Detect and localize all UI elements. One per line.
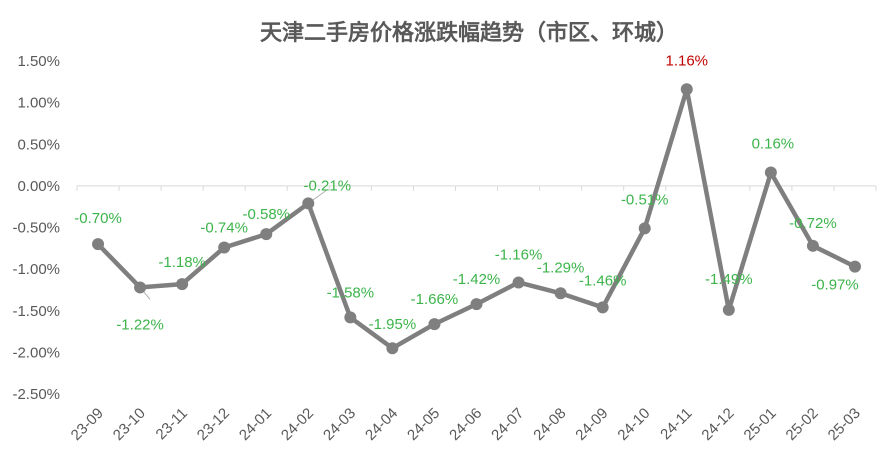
x-tick-label: 24-06 — [446, 405, 485, 444]
data-label: -0.72% — [789, 215, 837, 232]
data-label: -1.18% — [158, 254, 206, 271]
data-label: -0.21% — [304, 177, 352, 194]
data-point — [302, 197, 315, 210]
data-point — [218, 241, 231, 254]
data-point — [848, 260, 861, 273]
y-tick-label: -2.50% — [12, 386, 60, 403]
x-tick-label: 24-08 — [530, 405, 569, 444]
data-point — [260, 228, 273, 241]
x-tick-label: 23-10 — [110, 405, 149, 444]
y-tick-label: 1.50% — [17, 53, 60, 70]
x-tick-label: 23-09 — [68, 405, 107, 444]
data-label: -1.22% — [116, 316, 164, 333]
data-label: -0.58% — [242, 206, 290, 223]
data-label: -1.42% — [453, 271, 501, 288]
x-tick-label: 23-11 — [153, 405, 191, 443]
data-point — [134, 281, 147, 294]
data-label: -1.58% — [327, 284, 375, 301]
data-point — [344, 311, 357, 324]
data-label: -1.29% — [537, 259, 585, 276]
data-point — [176, 278, 189, 291]
data-label: 1.16% — [665, 52, 708, 69]
data-point — [680, 83, 693, 96]
data-point — [92, 238, 105, 251]
y-tick-label: -2.00% — [12, 344, 60, 361]
data-label: -0.97% — [811, 277, 859, 294]
y-tick-label: -1.50% — [12, 303, 60, 320]
chart-title: 天津二手房价格涨跌幅趋势（市区、环城） — [260, 20, 678, 46]
x-tick-label: 23-12 — [194, 405, 233, 444]
y-tick-label: 0.50% — [17, 136, 60, 153]
data-point — [470, 298, 483, 311]
data-point — [512, 276, 525, 289]
y-tick-label: 0.00% — [17, 178, 60, 195]
data-point — [764, 166, 777, 179]
data-point — [386, 342, 399, 355]
x-tick-label: 24-11 — [657, 405, 695, 443]
data-label: -1.66% — [411, 291, 459, 308]
data-label: -0.74% — [200, 219, 248, 236]
x-tick-label: 24-03 — [320, 405, 359, 444]
x-tick-label: 24-09 — [572, 405, 611, 444]
data-point — [806, 239, 819, 252]
x-tick-label: 24-12 — [698, 405, 737, 444]
data-label: -0.51% — [621, 191, 669, 208]
x-tick-label: 24-01 — [236, 405, 275, 444]
data-label: -1.46% — [579, 272, 627, 289]
data-point — [722, 303, 735, 316]
data-point — [428, 318, 441, 331]
data-label: 0.16% — [752, 136, 795, 153]
data-point — [554, 287, 567, 300]
y-tick-label: -0.50% — [12, 220, 60, 237]
data-point — [638, 222, 651, 235]
data-label: -1.16% — [495, 246, 543, 263]
x-tick-label: 25-01 — [741, 405, 780, 444]
x-tick-label: 24-02 — [278, 405, 317, 444]
data-point — [596, 301, 609, 314]
data-label: -1.49% — [705, 271, 753, 288]
x-tick-label: 25-02 — [783, 405, 822, 444]
data-label: -0.70% — [74, 210, 122, 227]
x-tick-label: 25-03 — [825, 405, 864, 444]
y-tick-label: 1.00% — [17, 95, 60, 112]
x-tick-label: 24-05 — [404, 405, 443, 444]
x-tick-label: 24-10 — [614, 405, 653, 444]
x-tick-label: 24-04 — [362, 405, 401, 444]
x-tick-label: 24-07 — [488, 405, 527, 444]
y-tick-label: -1.00% — [12, 261, 60, 278]
data-label: -1.95% — [369, 316, 417, 333]
